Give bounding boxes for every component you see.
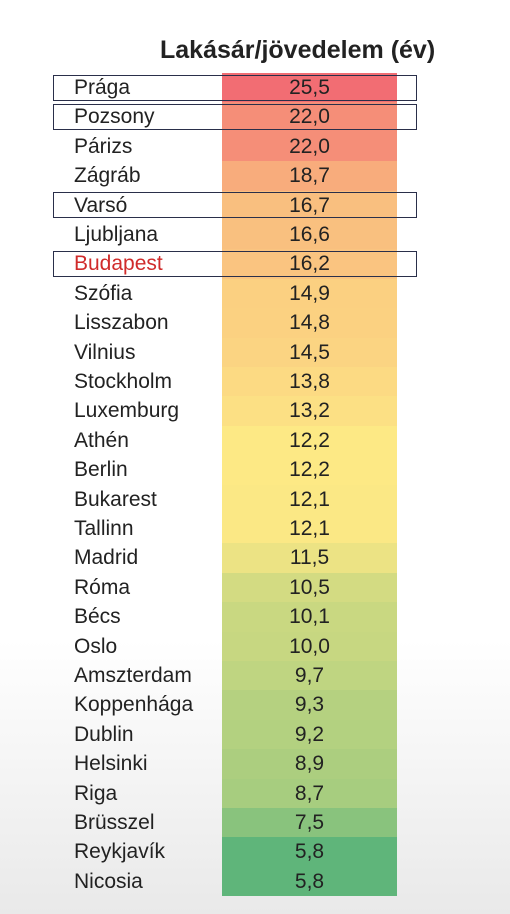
city-name: Lisszabon bbox=[74, 311, 169, 335]
ratio-value-cell: 9,7 bbox=[222, 661, 397, 691]
ratio-value-cell: 5,8 bbox=[222, 866, 397, 897]
ratio-value-cell: 10,5 bbox=[222, 572, 397, 603]
table-row: Varsó 16,7 bbox=[0, 190, 510, 220]
city-name: Vilnius bbox=[74, 340, 136, 364]
ratio-value-cell: 14,8 bbox=[222, 308, 397, 338]
ratio-value-cell: 9,3 bbox=[222, 690, 397, 720]
table-row: Madrid 11,5 bbox=[0, 543, 510, 573]
ratio-value-cell: 9,2 bbox=[222, 719, 397, 750]
city-name: Brüsszel bbox=[74, 811, 155, 834]
table-row: Helsinki 8,9 bbox=[0, 749, 510, 779]
city-name: Madrid bbox=[74, 546, 139, 570]
city-name: Bécs bbox=[74, 605, 121, 629]
city-name: Athén bbox=[74, 428, 129, 452]
ratio-value-cell: 8,7 bbox=[222, 778, 397, 808]
table-row: Lisszabon 14,8 bbox=[0, 308, 510, 338]
table-row: Oslo 10,0 bbox=[0, 631, 510, 661]
table-row: Budapest 16,2 bbox=[0, 249, 510, 279]
ratio-value-cell: 11,5 bbox=[222, 543, 397, 573]
city-name: Oslo bbox=[74, 634, 118, 658]
table-row: Berlin 12,2 bbox=[0, 455, 510, 485]
city-name: Nicosia bbox=[74, 869, 143, 893]
city-name: Koppenhága bbox=[74, 693, 194, 717]
city-name: Párizs bbox=[74, 134, 133, 158]
table-row: Prága 25,5 bbox=[0, 73, 510, 103]
city-name: Ljubljana bbox=[74, 223, 159, 246]
table-row: Athén 12,2 bbox=[0, 425, 510, 456]
table-row: Bécs 10,1 bbox=[0, 602, 510, 632]
city-name: Reykjavík bbox=[74, 840, 166, 864]
table-row: Tallinn 12,1 bbox=[0, 514, 510, 544]
ratio-value-cell: 22,0 bbox=[222, 131, 397, 162]
ratio-value-cell: 12,2 bbox=[222, 455, 397, 485]
table-row: Luxemburg 13,2 bbox=[0, 396, 510, 426]
table-row: Nicosia 5,8 bbox=[0, 866, 510, 897]
table-row: Koppenhága 9,3 bbox=[0, 690, 510, 720]
ratio-value-cell: 5,8 bbox=[222, 837, 397, 867]
city-name: Stockholm bbox=[74, 370, 173, 393]
ratio-value-cell: 8,9 bbox=[222, 749, 397, 779]
ratio-value-cell: 16,6 bbox=[222, 220, 397, 250]
table-row: Reykjavík 5,8 bbox=[0, 837, 510, 867]
ratio-value-cell: 16,7 bbox=[222, 190, 397, 220]
city-name: Bukarest bbox=[74, 487, 157, 511]
table-row: Párizs 22,0 bbox=[0, 131, 510, 162]
table-row: Róma 10,5 bbox=[0, 572, 510, 603]
city-name: Helsinki bbox=[74, 752, 148, 776]
city-name: Pozsony bbox=[74, 105, 155, 129]
city-name: Róma bbox=[74, 575, 131, 599]
city-name: Zágráb bbox=[74, 164, 141, 188]
city-name: Berlin bbox=[74, 458, 128, 482]
ratio-value-cell: 14,5 bbox=[222, 337, 397, 367]
table-title: Lakásár/jövedelem (év) bbox=[160, 36, 436, 64]
table-row: Vilnius 14,5 bbox=[0, 337, 510, 367]
ratio-value-cell: 12,1 bbox=[222, 514, 397, 544]
ratio-value-cell: 10,1 bbox=[222, 602, 397, 632]
ratio-value-cell: 25,5 bbox=[222, 73, 397, 103]
ratio-value-cell: 10,0 bbox=[222, 631, 397, 661]
ratio-value-cell: 22,0 bbox=[222, 102, 397, 132]
city-name: Varsó bbox=[74, 193, 128, 217]
ratio-value-cell: 12,2 bbox=[222, 425, 397, 456]
table-row: Brüsszel 7,5 bbox=[0, 808, 510, 838]
table-row: Amszterdam 9,7 bbox=[0, 661, 510, 691]
ratio-value-cell: 12,1 bbox=[222, 484, 397, 514]
table-row: Szófia 14,9 bbox=[0, 278, 510, 309]
city-name: Prága bbox=[74, 76, 131, 99]
city-name: Budapest bbox=[74, 252, 163, 276]
ratio-value-cell: 18,7 bbox=[222, 161, 397, 191]
city-name: Luxemburg bbox=[74, 399, 180, 423]
table-row: Dublin 9,2 bbox=[0, 719, 510, 750]
table-row: Bukarest 12,1 bbox=[0, 484, 510, 514]
city-name: Szófia bbox=[74, 281, 133, 305]
city-name: Amszterdam bbox=[74, 664, 192, 687]
table-row: Riga 8,7 bbox=[0, 778, 510, 808]
table-row: Stockholm 13,8 bbox=[0, 367, 510, 397]
ratio-value-cell: 14,9 bbox=[222, 278, 397, 309]
table-row: Zágráb 18,7 bbox=[0, 161, 510, 191]
city-name: Dublin bbox=[74, 722, 134, 746]
city-name: Tallinn bbox=[74, 517, 134, 540]
table-row: Pozsony 22,0 bbox=[0, 102, 510, 132]
ratio-value-cell: 7,5 bbox=[222, 808, 397, 838]
ratio-value-cell: 16,2 bbox=[222, 249, 397, 279]
ratio-value-cell: 13,2 bbox=[222, 396, 397, 426]
city-name: Riga bbox=[74, 781, 118, 805]
table-row: Ljubljana 16,6 bbox=[0, 220, 510, 250]
ratio-value-cell: 13,8 bbox=[222, 367, 397, 397]
